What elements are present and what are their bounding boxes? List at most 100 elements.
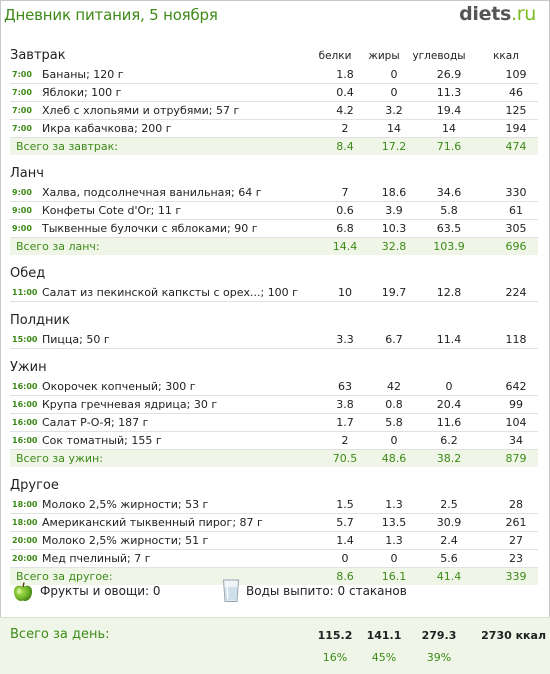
- meal-name: Ужин: [10, 360, 47, 375]
- food-row[interactable]: 9:00 Халва, подсолнечная ванильная; 64 г 7…: [10, 184, 538, 202]
- food-protein: 1.5: [336, 498, 354, 511]
- food-time: 16:00: [12, 382, 38, 391]
- food-name[interactable]: Молоко 2,5% жирности; 53 г: [42, 498, 209, 511]
- food-row[interactable]: 20:00 Молоко 2,5% жирности; 51 г 1.4 1.3 2.4…: [10, 532, 538, 550]
- food-row[interactable]: 16:00 Сок томатный; 155 г 2 0 6.2 34: [10, 432, 538, 450]
- food-kcal: 125: [505, 104, 527, 117]
- total-protein: 14.4: [332, 240, 358, 253]
- total-kcal: 474: [505, 140, 527, 153]
- food-carbs: 5.8: [440, 204, 458, 217]
- food-row[interactable]: 9:00 Тыквенные булочки с яблоками; 90 г 6.…: [10, 220, 538, 238]
- meal-total-row: Всего за ланч: 14.4 32.8 103.9 696: [10, 238, 538, 255]
- food-row[interactable]: 7:00 Яблоки; 100 г 0.4 0 11.3 46: [10, 84, 538, 102]
- total-protein: 70.5: [332, 452, 358, 465]
- food-protein: 4.2: [336, 104, 354, 117]
- food-name[interactable]: Конфеты Cote d'Or; 11 г: [42, 204, 182, 217]
- meal-name: Полдник: [10, 313, 70, 328]
- meal-name: Ланч: [10, 166, 44, 181]
- food-row[interactable]: 16:00 Окорочек копченый; 300 г 63 42 0 642: [10, 378, 538, 396]
- food-fat: 19.7: [381, 286, 407, 299]
- food-kcal: 642: [505, 380, 527, 393]
- meal-section: Ужин 16:00 Окорочек копченый; 300 г 63 42 0 64…: [0, 357, 550, 467]
- food-kcal: 46: [509, 86, 523, 99]
- total-carbs: 71.6: [436, 140, 462, 153]
- food-row[interactable]: 7:00 Хлеб с хлопьями и отрубями; 57 г 4.2 3…: [10, 102, 538, 120]
- day-fat: 141.1: [366, 629, 402, 642]
- meal-total-row: Всего за ужин: 70.5 48.6 38.2 879: [10, 450, 538, 467]
- meal-list: Завтрак 7:00 Бананы; 120 г 1.8 0 26.9 109 7:00 Я…: [0, 45, 550, 585]
- food-name[interactable]: Бананы; 120 г: [42, 68, 124, 81]
- food-time: 9:00: [12, 224, 32, 233]
- food-carbs: 6.2: [440, 434, 458, 447]
- food-fat: 0: [390, 68, 398, 81]
- col-kcal: ккал: [493, 50, 519, 62]
- food-name[interactable]: Халва, подсолнечная ванильная; 64 г: [42, 186, 262, 199]
- food-time: 16:00: [12, 418, 38, 427]
- food-protein: 6.8: [336, 222, 354, 235]
- food-fat: 1.3: [385, 534, 403, 547]
- food-row[interactable]: 7:00 Бананы; 120 г 1.8 0 26.9 109: [10, 66, 538, 84]
- food-time: 15:00: [12, 335, 38, 344]
- food-row[interactable]: 16:00 Крупа гречневая ядрица; 30 г 3.8 0.8 2…: [10, 396, 538, 414]
- food-protein: 3.8: [336, 398, 354, 411]
- food-row[interactable]: 7:00 Икра кабачкова; 200 г 2 14 14 194: [10, 120, 538, 138]
- food-protein: 10: [338, 286, 352, 299]
- food-kcal: 330: [505, 186, 527, 199]
- total-protein: 8.4: [336, 140, 354, 153]
- food-name[interactable]: Пицца; 50 г: [42, 333, 110, 346]
- meal-header: Обед: [0, 263, 550, 284]
- logo-domain: .ru: [511, 3, 536, 25]
- site-logo[interactable]: diets.ru: [459, 3, 536, 25]
- col-fat: жиры: [368, 50, 400, 62]
- food-name[interactable]: Сок томатный; 155 г: [42, 434, 162, 447]
- food-name[interactable]: Хлеб с хлопьями и отрубями; 57 г: [42, 104, 240, 117]
- day-total-box: Всего за день: 115.2 141.1 279.3 2730 кк…: [0, 617, 550, 674]
- food-fat: 10.3: [381, 222, 407, 235]
- food-name[interactable]: Тыквенные булочки с яблоками; 90 г: [42, 222, 258, 235]
- food-name[interactable]: Яблоки; 100 г: [42, 86, 122, 99]
- meal-section: Завтрак 7:00 Бананы; 120 г 1.8 0 26.9 109 7:00 Я…: [0, 45, 550, 155]
- food-name[interactable]: Мед пчелиный; 7 г: [42, 552, 151, 565]
- day-protein-pct: 16%: [322, 651, 348, 664]
- food-name[interactable]: Салат Р-О-Я; 187 г: [42, 416, 149, 429]
- food-kcal: 104: [505, 416, 527, 429]
- food-name[interactable]: Молоко 2,5% жирности; 51 г: [42, 534, 209, 547]
- food-name[interactable]: Американский тыквенный пирог; 87 г: [42, 516, 263, 529]
- food-kcal: 109: [505, 68, 527, 81]
- food-fat: 18.6: [381, 186, 407, 199]
- meal-name: Другое: [10, 478, 59, 493]
- day-total-label: Всего за день:: [10, 627, 110, 642]
- food-time: 9:00: [12, 206, 32, 215]
- food-row[interactable]: 20:00 Мед пчелиный; 7 г 0 0 5.6 23: [10, 550, 538, 568]
- food-fat: 6.7: [385, 333, 403, 346]
- food-kcal: 224: [505, 286, 527, 299]
- food-name[interactable]: Салат из пекинской капксты с орех...; 10…: [42, 286, 298, 299]
- food-name[interactable]: Крупа гречневая ядрица; 30 г: [42, 398, 218, 411]
- day-carbs: 279.3: [421, 629, 457, 642]
- food-fat: 3.2: [385, 104, 403, 117]
- food-fat: 42: [387, 380, 401, 393]
- food-row[interactable]: 15:00 Пицца; 50 г 3.3 6.7 11.4 118: [10, 331, 538, 349]
- food-protein: 5.7: [336, 516, 354, 529]
- food-carbs: 14: [442, 122, 456, 135]
- apple-icon: [13, 582, 33, 601]
- total-protein: 8.6: [336, 570, 354, 583]
- food-kcal: 34: [509, 434, 523, 447]
- food-row[interactable]: 16:00 Салат Р-О-Я; 187 г 1.7 5.8 11.6 104: [10, 414, 538, 432]
- food-row[interactable]: 18:00 Молоко 2,5% жирности; 53 г 1.5 1.3 2.5…: [10, 496, 538, 514]
- food-name[interactable]: Окорочек копченый; 300 г: [42, 380, 196, 393]
- food-row[interactable]: 11:00 Салат из пекинской капксты с орех..…: [10, 284, 538, 302]
- meal-header: Полдник: [0, 310, 550, 331]
- food-fat: 0: [390, 552, 398, 565]
- food-time: 7:00: [12, 106, 32, 115]
- food-protein: 1.7: [336, 416, 354, 429]
- food-protein: 0.4: [336, 86, 354, 99]
- food-carbs: 11.6: [436, 416, 462, 429]
- food-row[interactable]: 9:00 Конфеты Cote d'Or; 11 г 0.6 3.9 5.8 61: [10, 202, 538, 220]
- food-protein: 3.3: [336, 333, 354, 346]
- food-row[interactable]: 18:00 Американский тыквенный пирог; 87 г 5…: [10, 514, 538, 532]
- total-fat: 32.8: [381, 240, 407, 253]
- food-kcal: 27: [509, 534, 523, 547]
- food-fat: 1.3: [385, 498, 403, 511]
- food-name[interactable]: Икра кабачкова; 200 г: [42, 122, 172, 135]
